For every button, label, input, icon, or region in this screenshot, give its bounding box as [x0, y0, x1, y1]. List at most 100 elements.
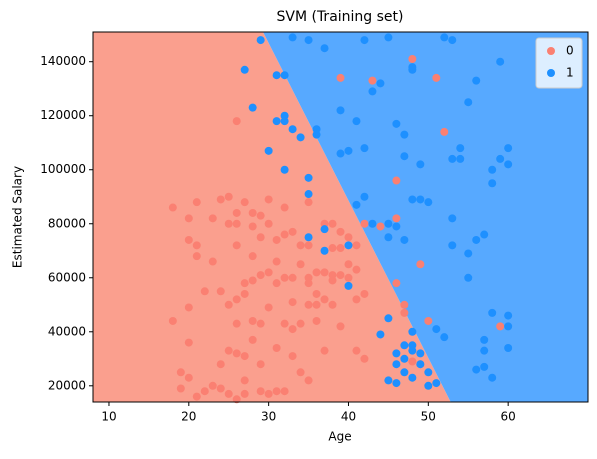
point — [320, 268, 329, 277]
point — [400, 341, 409, 350]
point — [448, 154, 457, 163]
point — [304, 233, 313, 242]
point — [328, 276, 337, 285]
point — [280, 203, 289, 212]
point — [432, 73, 441, 82]
point — [400, 235, 409, 244]
point — [184, 235, 193, 244]
point — [408, 357, 417, 366]
point — [376, 330, 385, 339]
point — [392, 279, 401, 288]
point — [344, 273, 353, 282]
point — [392, 176, 401, 185]
point — [320, 295, 329, 304]
point — [176, 384, 185, 393]
point — [248, 103, 257, 112]
y-tick-label: 20000 — [48, 378, 86, 392]
point — [448, 36, 457, 45]
point — [352, 346, 361, 355]
point — [472, 365, 481, 374]
point — [424, 381, 433, 390]
point — [424, 316, 433, 325]
point — [480, 335, 489, 344]
point — [304, 198, 313, 207]
point — [208, 381, 217, 390]
y-tick-label: 120000 — [40, 108, 86, 122]
point — [336, 322, 345, 331]
point — [392, 222, 401, 231]
point — [272, 387, 281, 396]
point — [392, 119, 401, 128]
point — [200, 387, 209, 396]
point — [440, 127, 449, 136]
point — [208, 214, 217, 223]
point — [352, 200, 361, 209]
point — [240, 279, 249, 288]
chart-title: SVM (Training set) — [276, 9, 403, 25]
x-tick-label: 50 — [421, 410, 436, 424]
point — [176, 368, 185, 377]
point — [440, 33, 449, 42]
point — [256, 360, 265, 369]
point — [336, 244, 345, 253]
point — [264, 146, 273, 155]
point — [264, 195, 273, 204]
point — [344, 281, 353, 290]
point — [312, 300, 321, 309]
point — [448, 214, 457, 223]
point — [320, 346, 329, 355]
point — [224, 219, 233, 228]
point — [240, 198, 249, 207]
y-tick-label: 60000 — [48, 270, 86, 284]
point — [456, 144, 465, 153]
point — [288, 325, 297, 334]
point — [280, 319, 289, 328]
point — [424, 198, 433, 207]
point — [240, 389, 249, 398]
legend-label: 0 — [566, 44, 574, 58]
point — [488, 308, 497, 317]
point — [360, 289, 369, 298]
y-tick-label: 80000 — [48, 216, 86, 230]
point — [240, 376, 249, 385]
point — [264, 268, 273, 277]
point — [360, 144, 369, 153]
point — [392, 379, 401, 388]
point — [496, 322, 505, 331]
point — [272, 257, 281, 266]
point — [168, 203, 177, 212]
point — [368, 219, 377, 228]
x-tick-label: 20 — [181, 410, 196, 424]
point — [360, 354, 369, 363]
point — [264, 219, 273, 228]
region-1 — [263, 32, 588, 402]
point — [256, 211, 265, 220]
point — [352, 265, 361, 274]
point — [304, 300, 313, 309]
point — [312, 130, 321, 139]
point — [280, 230, 289, 239]
point — [408, 195, 417, 204]
point — [480, 346, 489, 355]
point — [480, 230, 489, 239]
point — [280, 273, 289, 282]
point — [232, 349, 241, 358]
point — [344, 260, 353, 269]
point — [344, 241, 353, 250]
point — [288, 352, 297, 361]
point — [248, 208, 257, 217]
point — [432, 379, 441, 388]
plot-frame — [92, 31, 589, 403]
y-tick-label: 100000 — [40, 162, 86, 176]
point — [360, 36, 369, 45]
point — [272, 343, 281, 352]
point — [464, 273, 473, 282]
point — [352, 295, 361, 304]
point — [368, 76, 377, 85]
point — [400, 152, 409, 161]
point — [416, 349, 425, 358]
point — [368, 87, 377, 96]
point — [408, 65, 417, 74]
point — [184, 214, 193, 223]
point — [336, 106, 345, 115]
